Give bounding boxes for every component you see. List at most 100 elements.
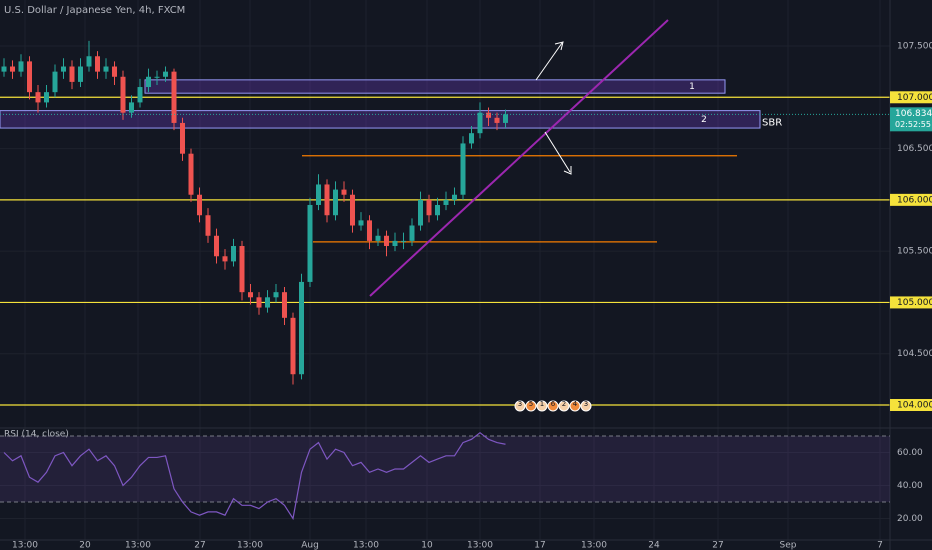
- candle-body: [282, 292, 287, 318]
- last-price-tag: [890, 107, 932, 132]
- x-tick-label: 13:00: [125, 541, 151, 550]
- candle-body: [265, 297, 270, 308]
- candle-body: [316, 184, 321, 205]
- candle-body: [435, 204, 440, 216]
- candle-body: [205, 215, 211, 236]
- x-tick-label: 13:00: [12, 541, 38, 550]
- x-tick-label: 27: [712, 541, 723, 550]
- axes: 13:00 20 13:00 27 13:00 Aug 13:00 10 13:00 17 13:0…: [12, 42, 932, 550]
- rsi-tick-label: 40.00: [897, 481, 923, 491]
- candle-body: [1, 66, 7, 72]
- candle-body: [197, 194, 202, 216]
- candle-body: [112, 66, 117, 77]
- candle-body: [418, 199, 423, 226]
- event-badge: [558, 400, 570, 412]
- level-tag: [890, 296, 932, 309]
- candle-body: [367, 220, 372, 241]
- event-label: 3: [584, 400, 588, 408]
- candle-body: [78, 66, 83, 82]
- candle-body: [69, 66, 75, 82]
- candle-body: [239, 246, 245, 293]
- candle-body: [443, 199, 449, 205]
- chart-title: U.S. Dollar / Japanese Yen, 4h, FXCM: [4, 5, 185, 16]
- x-tick-label: 13:00: [237, 541, 263, 550]
- candle-body: [248, 292, 253, 298]
- candle-body: [120, 76, 126, 113]
- level-tag: [890, 399, 932, 411]
- event-badge: [547, 400, 559, 412]
- level-label: 104.000: [897, 401, 932, 411]
- candle-body: [409, 225, 415, 241]
- level-label: 105.000: [897, 298, 932, 308]
- candle-body: [137, 87, 143, 103]
- candle-body: [503, 114, 508, 123]
- candle-body: [163, 71, 168, 77]
- candle-body: [27, 61, 32, 93]
- candle-body: [256, 297, 262, 308]
- zone-label: 1: [689, 82, 695, 92]
- candle-body: [477, 112, 483, 134]
- candle-body: [52, 71, 58, 93]
- event-label: 4: [573, 400, 578, 408]
- x-tick-label: 17: [534, 541, 545, 550]
- candle-body: [188, 153, 194, 195]
- countdown: 02:52:55: [895, 120, 931, 129]
- rsi-tick-label: 60.00: [897, 448, 923, 458]
- arrow-up: [535, 42, 563, 81]
- candle-body: [358, 220, 364, 226]
- candle-body: [307, 204, 313, 282]
- candle-body: [35, 92, 41, 103]
- candle-body: [129, 102, 134, 113]
- candle-body: [333, 189, 338, 216]
- candle-body: [10, 66, 15, 72]
- candle-body: [214, 235, 219, 257]
- y-tick-label: 104.500: [897, 349, 932, 359]
- event-label: 3: [518, 400, 522, 408]
- candle-body: [452, 194, 457, 200]
- x-tick-label: 24: [648, 541, 660, 550]
- last-price-label: 106.834: [895, 109, 932, 119]
- candle-body: [401, 240, 406, 242]
- rsi-title: RSI (14, close): [4, 430, 69, 440]
- candle-body: [375, 235, 381, 241]
- arrow-down: [544, 131, 571, 173]
- candle-body: [222, 256, 228, 262]
- rsi-tick-label: 20.00: [897, 514, 923, 524]
- x-tick-label: 7: [877, 541, 883, 550]
- x-tick-label: 13:00: [581, 541, 607, 550]
- event-label: 2: [562, 400, 566, 408]
- candle-body: [460, 143, 466, 195]
- candle-body: [231, 246, 236, 262]
- candle-body: [18, 61, 24, 72]
- level-label: 107.000: [897, 93, 932, 103]
- candle-body: [103, 66, 109, 72]
- x-tick-label: Sep: [780, 541, 797, 550]
- level-tag: [890, 91, 932, 104]
- candle-body: [180, 122, 185, 154]
- candle-body: [171, 71, 177, 123]
- candle-body: [86, 56, 92, 67]
- candle-body: [341, 189, 347, 195]
- candle-body: [350, 194, 355, 226]
- x-tick-label: 13:00: [353, 541, 379, 550]
- rsi-line: [3, 431, 506, 521]
- candle-body: [384, 235, 389, 247]
- event-badge: [525, 400, 537, 412]
- candle-body: [273, 292, 279, 298]
- candle-body: [290, 317, 296, 375]
- arrow-up-head: [554, 41, 564, 51]
- candle-body: [426, 199, 432, 216]
- x-tick-label: 10: [421, 541, 433, 550]
- y-tick-label: 107.500: [897, 42, 932, 52]
- candle-body: [486, 112, 491, 118]
- x-tick-label: Aug: [301, 541, 319, 550]
- event-label: 1: [540, 400, 544, 408]
- arrow-down-head: [563, 166, 572, 175]
- level-label: 106.000: [897, 195, 932, 205]
- event-badge: [514, 400, 526, 412]
- event-badge: [580, 400, 592, 412]
- candle-body: [469, 133, 474, 144]
